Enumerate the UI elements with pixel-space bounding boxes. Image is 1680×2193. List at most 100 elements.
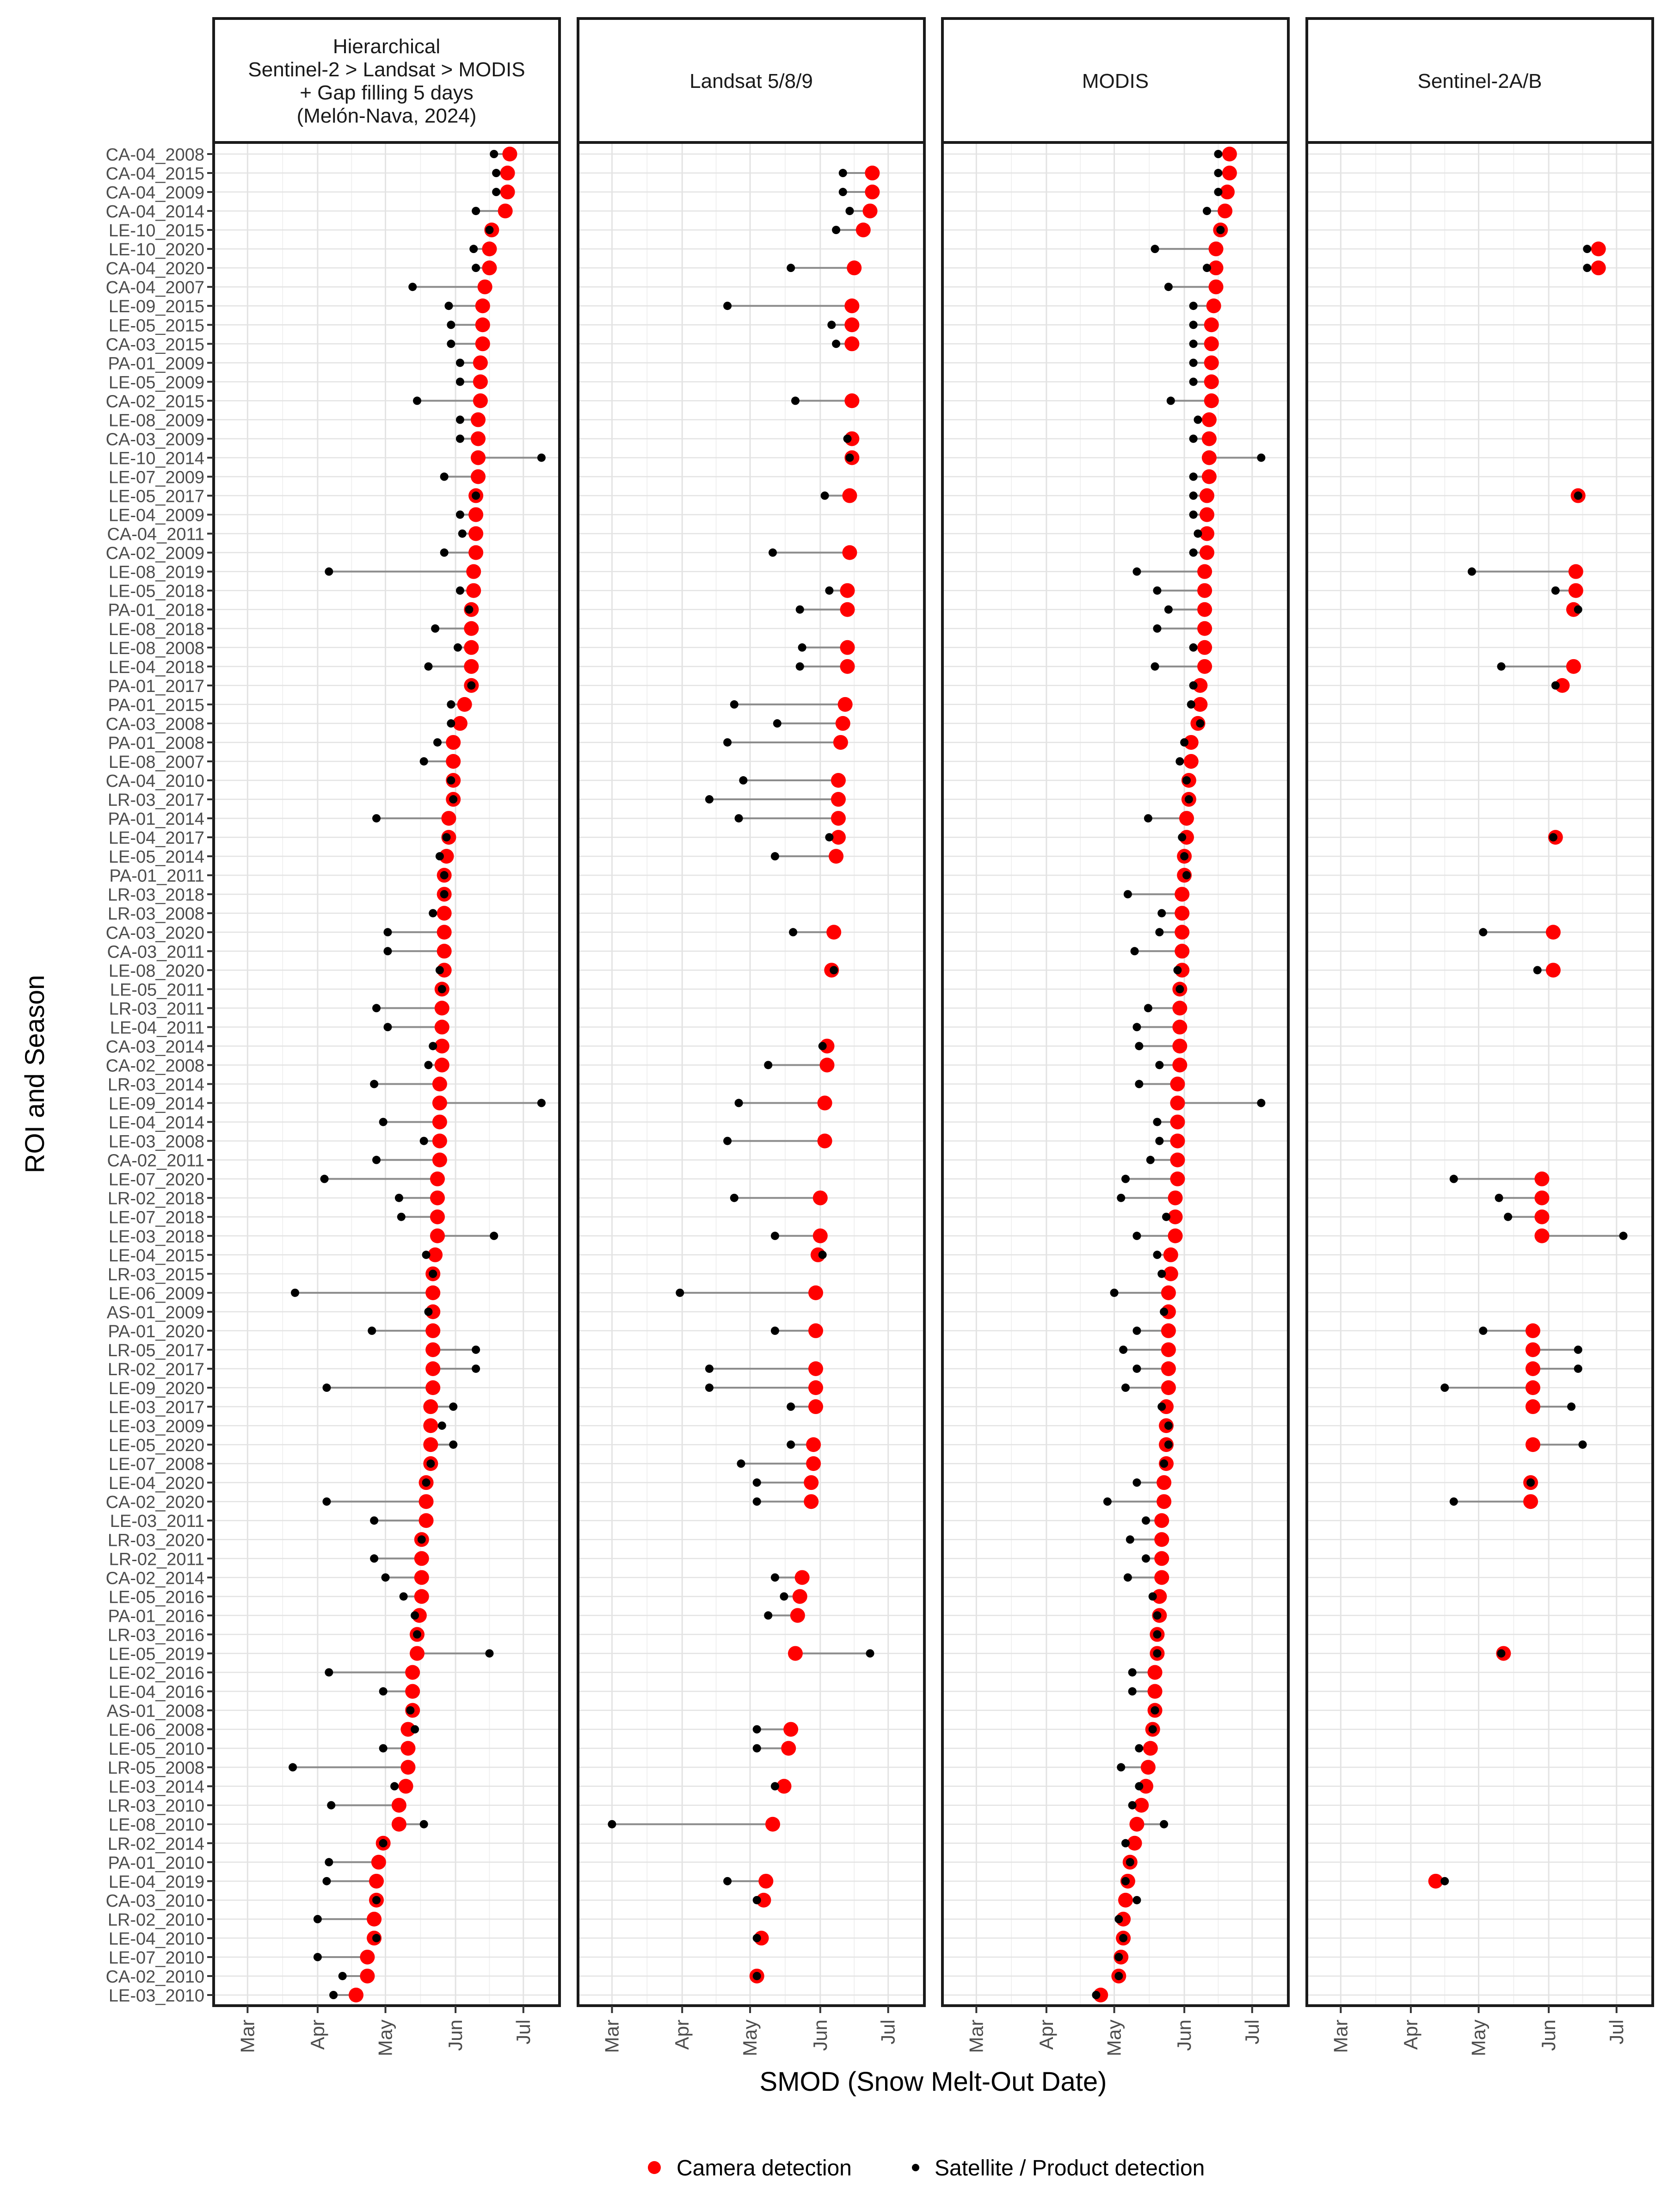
satellite-detection-point: [1551, 586, 1560, 595]
camera-detection-point: [414, 1589, 429, 1604]
satellite-detection-point: [1153, 1649, 1162, 1658]
satellite-detection-point: [1189, 643, 1198, 652]
panel-grid: [578, 142, 924, 2006]
satellite-detection-point: [1189, 302, 1198, 310]
satellite-detection-point: [426, 1459, 435, 1468]
satellite-detection-point: [397, 1212, 406, 1221]
camera-detection-point: [1204, 393, 1219, 408]
satellite-detection-point: [1189, 434, 1198, 443]
y-tick-label: LE-05_2018: [109, 582, 204, 601]
x-tick-label: Mar: [1329, 2020, 1351, 2053]
chart-panels: Hierarchical Sentinel-2 > Landsat > MODIS…: [106, 17, 1654, 2056]
panel-border: [1305, 141, 1654, 2007]
camera-detection-point: [1591, 260, 1606, 276]
satellite-detection-point: [537, 1099, 546, 1107]
y-tick-label: LE-04_2014: [109, 1113, 204, 1133]
y-tick-label: LE-07_2018: [109, 1208, 204, 1228]
camera-detection-point: [405, 1684, 420, 1699]
y-tick-label: LE-07_2008: [109, 1455, 204, 1474]
panel-modis: MODIS Mar Apr May Jun Jul: [941, 17, 1290, 2056]
satellite-detection-point: [455, 358, 464, 367]
satellite-detection-point: [419, 757, 428, 766]
camera-detection-point: [1200, 526, 1214, 541]
satellite-detection-point: [379, 1118, 388, 1126]
satellite-detection-point: [791, 396, 800, 405]
satellite-detection-point: [1567, 1402, 1575, 1411]
satellite-detection-point: [1194, 529, 1202, 538]
satellite-detection-point: [1151, 245, 1159, 253]
satellite-detection-point: [1123, 1573, 1132, 1582]
y-tick-label: CA-02_2009: [106, 544, 204, 563]
panel-border: [941, 141, 1290, 2007]
camera-detection-point: [1163, 1266, 1178, 1281]
satellite-detection-point: [447, 719, 455, 728]
y-tick-label: LE-04_2016: [109, 1683, 204, 1702]
satellite-detection-point: [492, 169, 501, 178]
y-tick-label: CA-02_2014: [106, 1569, 204, 1588]
y-tick-label: LR-03_2011: [109, 999, 204, 1019]
satellite-detection-point: [449, 1402, 458, 1411]
y-tick-label: PA-01_2018: [108, 601, 204, 620]
satellite-detection-point: [455, 510, 464, 519]
y-tick-label: CA-04_2010: [106, 772, 204, 791]
satellite-detection-point: [1440, 1384, 1449, 1392]
camera-detection-point: [1220, 185, 1235, 200]
satellite-detection-point: [795, 662, 804, 671]
satellite-detection-point: [449, 795, 458, 804]
y-tick-label: LE-03_2018: [109, 1227, 204, 1247]
satellite-detection-point: [1132, 1478, 1141, 1487]
satellite-detection-point: [1117, 1193, 1126, 1202]
camera-detection-point: [806, 1437, 821, 1452]
camera-detection-point: [844, 298, 860, 314]
y-tick-label: LR-02_2017: [108, 1360, 204, 1379]
camera-detection-point: [1197, 602, 1212, 617]
x-tick-label: Apr: [307, 2020, 328, 2050]
panel-hier: Hierarchical Sentinel-2 > Landsat > MODIS…: [212, 17, 561, 2056]
camera-detection-point: [437, 944, 452, 959]
camera-detection-point: [1161, 1285, 1176, 1300]
y-tick-label: PA-01_2009: [108, 354, 204, 373]
satellite-detection-point: [422, 1250, 431, 1259]
satellite-detection-point: [1114, 1952, 1123, 1961]
y-tick-label: CA-02_2008: [106, 1056, 204, 1075]
satellite-detection-point: [825, 586, 834, 595]
camera-detection-point: [432, 1095, 447, 1111]
camera-detection-point: [464, 640, 479, 655]
y-tick-label: LE-04_2019: [109, 1872, 204, 1892]
panel-strip: [577, 17, 926, 144]
y-tick-label: LE-10_2014: [109, 449, 204, 468]
satellite-detection-point: [1160, 1459, 1169, 1468]
camera-detection-point: [1170, 1171, 1185, 1186]
satellite-detection-point: [1103, 1497, 1112, 1506]
satellite-detection-point: [1495, 1193, 1503, 1202]
satellite-detection-point: [394, 1193, 403, 1202]
satellite-detection-point: [1153, 1118, 1162, 1126]
panel-title: Hierarchical Sentinel-2 > Landsat > MODIS…: [248, 35, 525, 127]
y-tick-label: LE-04_2015: [109, 1246, 204, 1266]
legend-camera-label: Camera detection: [677, 2156, 852, 2181]
satellite-detection-point: [411, 1725, 419, 1734]
camera-detection-point: [471, 412, 486, 427]
satellite-detection-point: [1189, 321, 1198, 329]
satellite-detection-point: [787, 1402, 795, 1411]
satellite-detection-point: [1449, 1174, 1458, 1183]
camera-detection-point: [1170, 1076, 1185, 1092]
camera-detection-point: [1201, 431, 1217, 446]
camera-detection-point: [418, 1494, 434, 1509]
camera-detection-point: [434, 1001, 449, 1016]
y-tick-label: PA-01_2011: [109, 866, 204, 886]
camera-detection-point: [400, 1760, 416, 1775]
camera-detection-point: [812, 1190, 828, 1205]
satellite-detection-point: [1121, 1384, 1130, 1392]
camera-detection-point: [1200, 507, 1214, 522]
satellite-detection-point: [1157, 909, 1166, 918]
y-tick-label: LR-03_2014: [108, 1075, 204, 1095]
camera-detection-point: [423, 1437, 438, 1452]
camera-detection-point: [1204, 374, 1219, 389]
satellite-detection-point: [472, 207, 480, 216]
satellite-detection-point: [838, 169, 847, 178]
satellite-detection-point: [372, 1896, 381, 1904]
camera-detection-point: [1525, 1361, 1540, 1376]
camera-detection-point: [349, 1988, 363, 2002]
satellite-detection-point: [429, 909, 437, 918]
